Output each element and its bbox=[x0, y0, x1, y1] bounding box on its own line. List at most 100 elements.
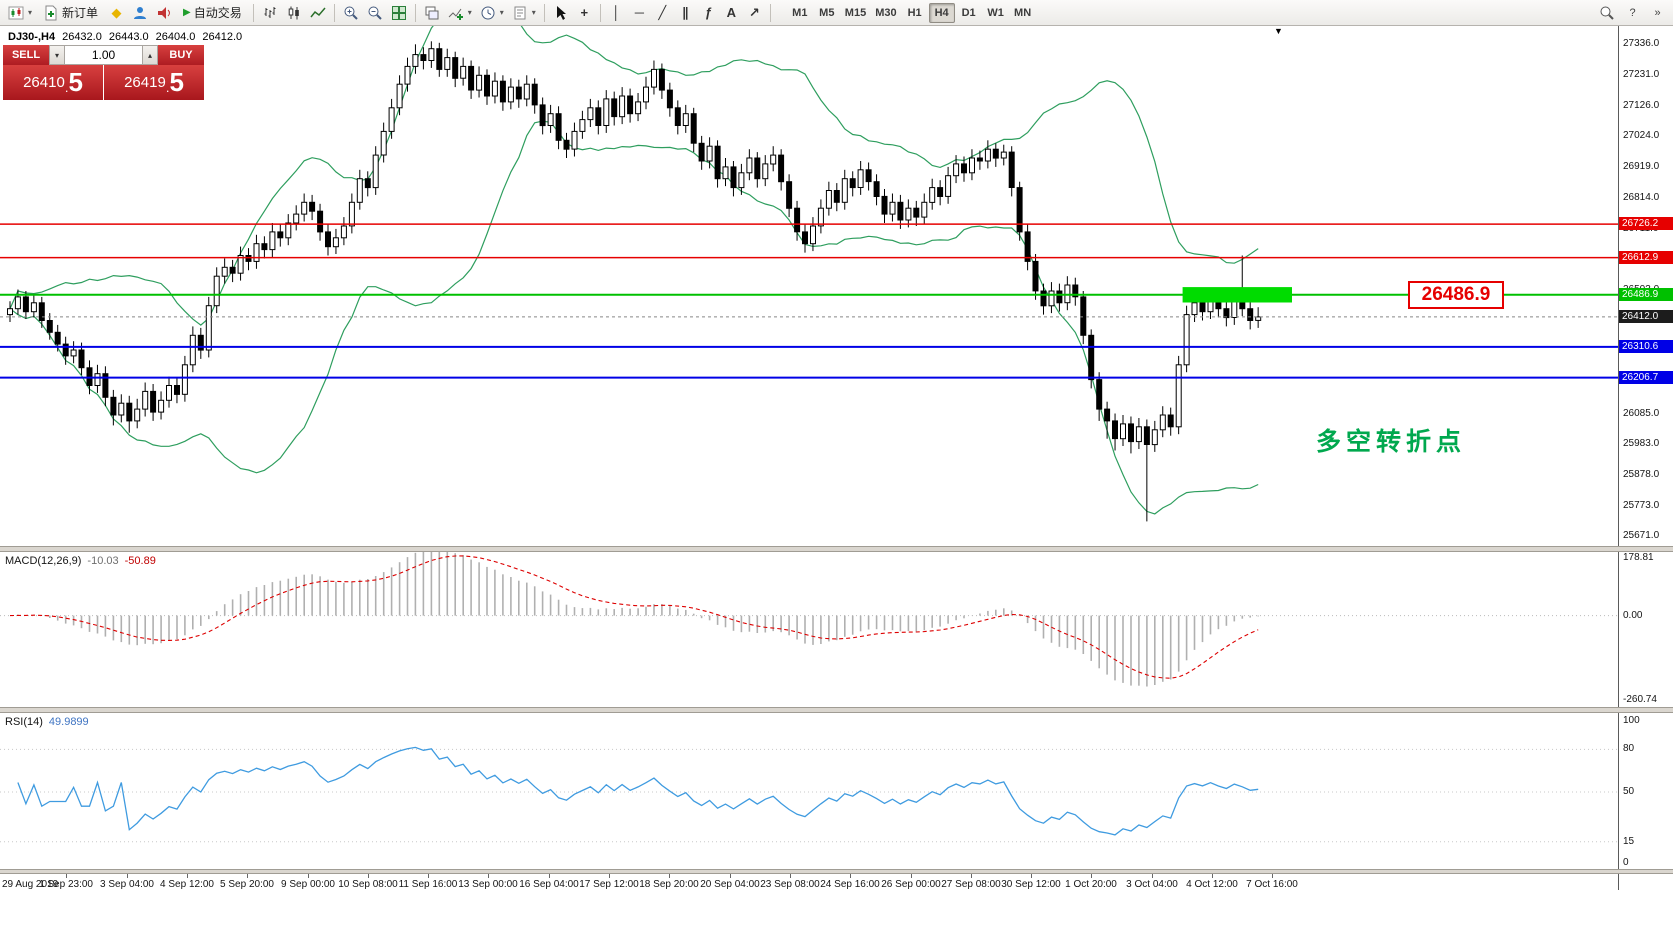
timeframe-mn[interactable]: MN bbox=[1014, 6, 1032, 19]
arrows-tool-button[interactable]: ↗ bbox=[743, 2, 766, 24]
volume-increase-button[interactable]: ▴ bbox=[142, 45, 158, 65]
buy-price-sep: . bbox=[165, 80, 170, 95]
help-button[interactable]: ? bbox=[1621, 2, 1644, 24]
community-button[interactable] bbox=[128, 2, 152, 24]
templates-icon bbox=[514, 6, 526, 19]
crosshair-icon: + bbox=[580, 4, 589, 20]
price-axis[interactable]: 27336.0 27231.0 27126.0 27024.0 26919.0 26814… bbox=[1618, 26, 1673, 546]
macd-chart[interactable] bbox=[0, 552, 1618, 707]
time-axis-label: 9 Sep 00:00 bbox=[281, 879, 335, 890]
search-button[interactable] bbox=[1595, 2, 1619, 24]
timeframe-d1[interactable]: D1 bbox=[961, 6, 976, 19]
trendline-button[interactable]: ╱ bbox=[651, 2, 674, 24]
time-tick bbox=[1031, 874, 1032, 878]
toolbar-overflow-button[interactable]: » bbox=[1646, 2, 1669, 24]
text-tool-button[interactable]: A bbox=[720, 2, 743, 24]
volume-input[interactable]: 1.00 bbox=[65, 45, 142, 65]
timeframe-h1[interactable]: H1 bbox=[907, 6, 922, 19]
market-button[interactable]: ◆ bbox=[105, 2, 128, 24]
candlestick-chart-button[interactable] bbox=[282, 2, 306, 24]
buy-price[interactable]: 26419 . 5 bbox=[104, 65, 204, 100]
candlestick-chart[interactable] bbox=[0, 26, 1618, 546]
timeframe-m15[interactable]: M15 bbox=[844, 6, 867, 19]
time-axis-label: 4 Sep 12:00 bbox=[160, 879, 214, 890]
new-chart-button[interactable]: ▾ bbox=[4, 2, 36, 24]
panel-splitter[interactable] bbox=[0, 707, 1673, 713]
buy-price-int: 26419 bbox=[124, 74, 166, 91]
time-tick bbox=[1212, 874, 1213, 878]
time-axis-label: 16 Sep 04:00 bbox=[519, 879, 579, 890]
caret-down-icon: ▾ bbox=[54, 50, 59, 60]
templates-button[interactable]: ▾ bbox=[508, 2, 540, 24]
autotrading-button[interactable]: ▶ 自动交易 bbox=[176, 2, 249, 24]
time-tick bbox=[247, 874, 248, 878]
price-axis-label: 27126.0 bbox=[1623, 100, 1660, 111]
price-chart-panel[interactable]: DJ30-,H4 26432.0 26443.0 26404.0 26412.0… bbox=[0, 26, 1618, 546]
zoom-out-icon bbox=[368, 6, 382, 20]
chart-annotation-text[interactable]: 多空转折点 bbox=[1316, 428, 1467, 456]
periods-button[interactable]: ▾ bbox=[476, 2, 508, 24]
timeframe-m5[interactable]: M5 bbox=[819, 6, 835, 19]
horizontal-line-button[interactable]: ─ bbox=[628, 2, 651, 24]
cascade-windows-button[interactable] bbox=[420, 2, 444, 24]
chevron-down-icon: ▾ bbox=[467, 8, 472, 17]
price-axis-label: 27336.0 bbox=[1623, 38, 1660, 49]
alerts-button[interactable] bbox=[152, 2, 176, 24]
time-axis-label: 10 Sep 08:00 bbox=[338, 879, 398, 890]
time-tick bbox=[609, 874, 610, 878]
chevron-down-icon: ▾ bbox=[499, 8, 504, 17]
crosshair-button[interactable]: + bbox=[573, 2, 596, 24]
vertical-line-button[interactable]: │ bbox=[605, 2, 628, 24]
macd-axis-label: -260.74 bbox=[1623, 694, 1657, 705]
rsi-axis[interactable]: 100 80 50 15 0 bbox=[1618, 713, 1673, 869]
autotrading-label: 自动交易 bbox=[193, 6, 242, 20]
ohlc-open: 26432.0 bbox=[62, 31, 102, 43]
macd-panel[interactable] bbox=[0, 552, 1618, 707]
volume-decrease-button[interactable]: ▾ bbox=[49, 45, 65, 65]
time-axis[interactable]: 29 Aug 2019 1 Sep 23:00 3 Sep 04:00 4 Sep 1… bbox=[0, 874, 1673, 952]
fibonacci-icon: ƒ bbox=[704, 4, 712, 20]
chart-shift-marker[interactable]: ▼ bbox=[1274, 26, 1283, 36]
line-chart-button[interactable] bbox=[306, 2, 330, 24]
time-axis-label: 4 Oct 12:00 bbox=[1186, 879, 1238, 890]
sell-button[interactable]: SELL bbox=[3, 45, 49, 65]
caret-up-icon: ▴ bbox=[147, 50, 152, 60]
time-tick bbox=[669, 874, 670, 878]
cursor-button[interactable] bbox=[549, 2, 573, 24]
macd-axis[interactable]: 178.81 0.00 -260.74 bbox=[1618, 552, 1673, 707]
bar-chart-button[interactable] bbox=[258, 2, 282, 24]
time-axis-label: 5 Sep 20:00 bbox=[220, 879, 274, 890]
rsi-panel[interactable] bbox=[0, 713, 1618, 869]
price-line-tag: 26726.2 bbox=[1619, 217, 1673, 230]
one-click-trading-panel: SELL ▾ 1.00 ▴ BUY 26410 . 5 26419 . 5 bbox=[3, 45, 204, 100]
time-tick bbox=[308, 874, 309, 878]
rsi-name: RSI(14) bbox=[5, 716, 43, 728]
macd-name: MACD(12,26,9) bbox=[5, 555, 82, 567]
zoom-out-button[interactable] bbox=[363, 2, 387, 24]
rsi-chart[interactable] bbox=[0, 713, 1618, 869]
channel-button[interactable]: ∥ bbox=[674, 2, 697, 24]
price-axis-label: 27024.0 bbox=[1623, 130, 1660, 141]
fibonacci-button[interactable]: ƒ bbox=[697, 2, 720, 24]
tile-windows-button[interactable] bbox=[387, 2, 411, 24]
toolbar-separator bbox=[252, 3, 254, 22]
timeframe-h4[interactable]: H4 bbox=[928, 2, 955, 23]
panel-splitter[interactable] bbox=[0, 869, 1673, 874]
buy-button[interactable]: BUY bbox=[158, 45, 204, 65]
toolbar-separator bbox=[543, 3, 545, 22]
timeframe-w1[interactable]: W1 bbox=[987, 6, 1004, 19]
rsi-axis-label: 80 bbox=[1623, 743, 1635, 754]
indicators-button[interactable]: ▾ bbox=[444, 2, 476, 24]
new-order-button[interactable]: 新订单 bbox=[36, 2, 105, 24]
sell-price[interactable]: 26410 . 5 bbox=[3, 65, 103, 100]
time-tick bbox=[730, 874, 731, 878]
cursor-icon bbox=[556, 5, 566, 20]
timeframe-m1[interactable]: M1 bbox=[792, 6, 808, 19]
time-axis-label: 29 Aug 2019 bbox=[2, 879, 59, 890]
rsi-axis-label: 100 bbox=[1623, 715, 1640, 726]
price-callout-label[interactable]: 26486.9 bbox=[1408, 281, 1504, 309]
zoom-in-button[interactable] bbox=[339, 2, 363, 24]
bar-chart-icon bbox=[264, 6, 276, 18]
timeframe-m30[interactable]: M30 bbox=[875, 6, 897, 19]
panel-splitter[interactable] bbox=[0, 546, 1673, 552]
